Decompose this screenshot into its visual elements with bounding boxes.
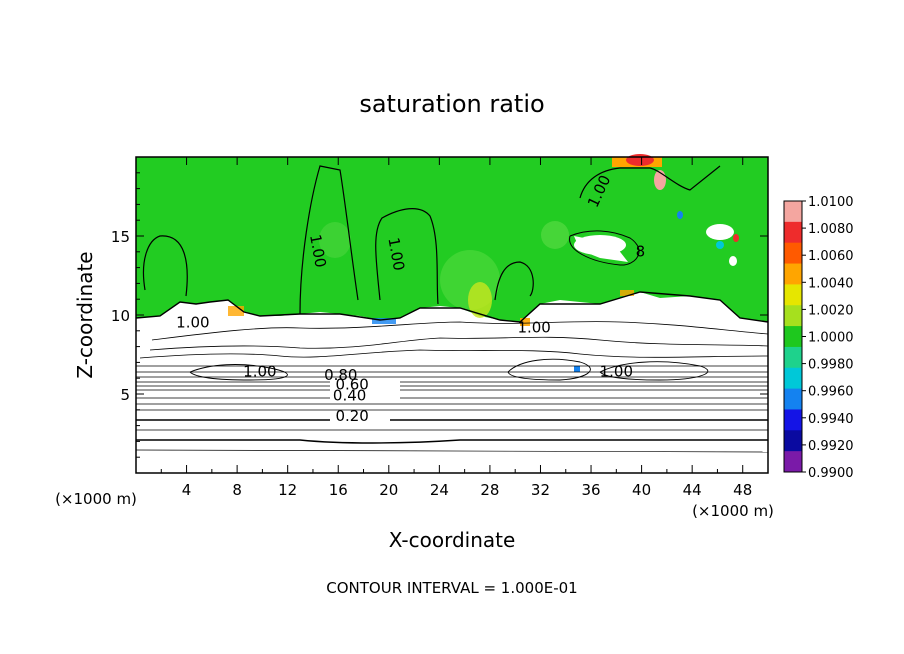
- colorbar-label: 0.9900: [808, 466, 854, 481]
- contour-label: 1.00: [517, 318, 550, 336]
- contour-label: 1.00: [306, 233, 330, 269]
- x-tick-label: 16: [329, 481, 348, 499]
- x-tick-label: 28: [480, 481, 499, 499]
- colorbar-swatch: [784, 367, 802, 390]
- y-tick-label: 10: [111, 307, 130, 325]
- x-tick-label: 8: [232, 481, 242, 499]
- colorbar-label: 0.9980: [808, 358, 854, 373]
- x-axis-unit-label: (×1000 m): [692, 502, 774, 520]
- colorbar-swatch: [784, 263, 802, 285]
- colorbar: 1.0100 1.0080 1.0060 1.0040 1.0020 1.0000 0.99…: [783, 195, 854, 481]
- colorbar-swatch: [784, 201, 802, 223]
- x-tick-label: 4: [182, 481, 192, 499]
- contour-label: 0.20: [335, 407, 368, 425]
- colorbar-label: 0.9940: [808, 412, 854, 427]
- contour-labels: 1.00 1.001.001.00 1.001.00 1.000.800.600.40…: [176, 172, 645, 425]
- y-axis-label: Z-coordinate: [73, 251, 97, 378]
- contour-lines: [135, 165, 769, 453]
- colorbar-swatch: [784, 388, 802, 410]
- x-tick-label: 36: [581, 481, 600, 499]
- colorbar-swatch: [784, 305, 802, 327]
- colorbar-label: 0.9920: [808, 439, 854, 454]
- saturated-region-fill: [136, 157, 768, 322]
- colorbar-swatch: [784, 221, 802, 244]
- colorbar-label: 1.0080: [808, 222, 854, 237]
- x-tick-label: 24: [430, 481, 449, 499]
- colorbar-swatch: [784, 346, 802, 369]
- x-tick-label: 12: [278, 481, 297, 499]
- x-tick-label: 20: [379, 481, 398, 499]
- colorbar-swatch: [784, 242, 802, 265]
- plot-area: 1.00 1.001.001.00 1.001.00 1.000.800.600.40…: [135, 154, 769, 474]
- y-tick-label: 5: [120, 386, 130, 404]
- x-axis-label: X-coordinate: [389, 528, 516, 552]
- contour-label: 1.00: [243, 363, 276, 381]
- chart-title: saturation ratio: [359, 90, 544, 118]
- contour-interval-note: CONTOUR INTERVAL = 1.000E-01: [326, 579, 577, 597]
- colorbar-swatch: [784, 326, 802, 348]
- colorbar-label: 1.0020: [808, 303, 854, 318]
- colorbar-swatch: [784, 284, 802, 306]
- colorbar-label: 0.9960: [808, 385, 854, 400]
- colorbar-swatch: [784, 430, 802, 452]
- y-axis-ticks: 5 10 15: [111, 172, 768, 458]
- x-tick-label: 40: [632, 481, 651, 499]
- colorbar-swatch: [784, 409, 802, 431]
- contour-label: 0.80: [324, 366, 357, 384]
- colorbar-label: 1.0100: [808, 195, 854, 210]
- field-variation-patches: [228, 154, 739, 372]
- x-tick-label: 44: [683, 481, 702, 499]
- contour-label: 1.00: [384, 236, 408, 272]
- colorbar-label: 1.0060: [808, 249, 854, 264]
- y-axis-unit-label: (×1000 m): [55, 490, 137, 508]
- x-axis-ticks: 4 8 12 16 20 24 28 32 36 40 44 48: [160, 157, 752, 499]
- colorbar-label: 1.0000: [808, 331, 854, 346]
- x-tick-label: 48: [733, 481, 752, 499]
- colorbar-swatch: [784, 451, 802, 473]
- y-tick-label: 15: [111, 228, 130, 246]
- contour-label: 1.00: [176, 314, 209, 332]
- x-tick-label: 32: [531, 481, 550, 499]
- contour-label: 0.40: [333, 386, 366, 404]
- contour-label: 8: [636, 243, 646, 261]
- contour-label: 1.00: [600, 363, 633, 381]
- contour-label: 0.60: [335, 375, 368, 393]
- colorbar-label: 1.0040: [808, 276, 854, 291]
